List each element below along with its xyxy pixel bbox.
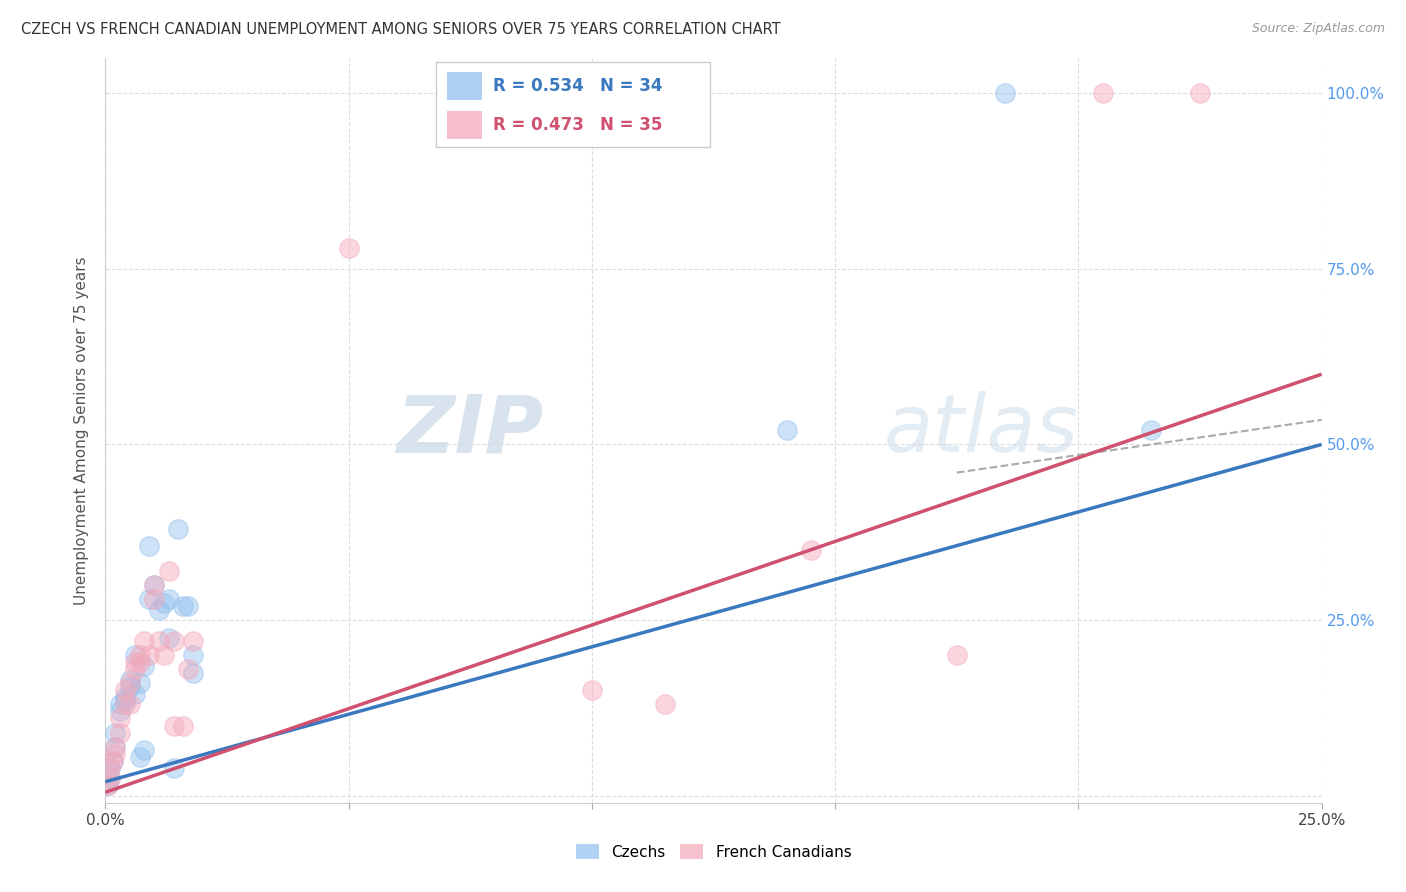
FancyBboxPatch shape <box>447 111 482 139</box>
Text: atlas: atlas <box>884 392 1078 469</box>
FancyBboxPatch shape <box>436 62 710 147</box>
FancyBboxPatch shape <box>447 71 482 100</box>
Text: CZECH VS FRENCH CANADIAN UNEMPLOYMENT AMONG SENIORS OVER 75 YEARS CORRELATION CH: CZECH VS FRENCH CANADIAN UNEMPLOYMENT AM… <box>21 22 780 37</box>
Text: Source: ZipAtlas.com: Source: ZipAtlas.com <box>1251 22 1385 36</box>
Text: R = 0.473: R = 0.473 <box>494 116 585 134</box>
Legend: Czechs, French Canadians: Czechs, French Canadians <box>569 838 858 866</box>
Text: R = 0.534: R = 0.534 <box>494 77 583 95</box>
Text: ZIP: ZIP <box>396 392 543 469</box>
Text: N = 35: N = 35 <box>600 116 662 134</box>
Y-axis label: Unemployment Among Seniors over 75 years: Unemployment Among Seniors over 75 years <box>75 256 90 605</box>
Text: N = 34: N = 34 <box>600 77 662 95</box>
